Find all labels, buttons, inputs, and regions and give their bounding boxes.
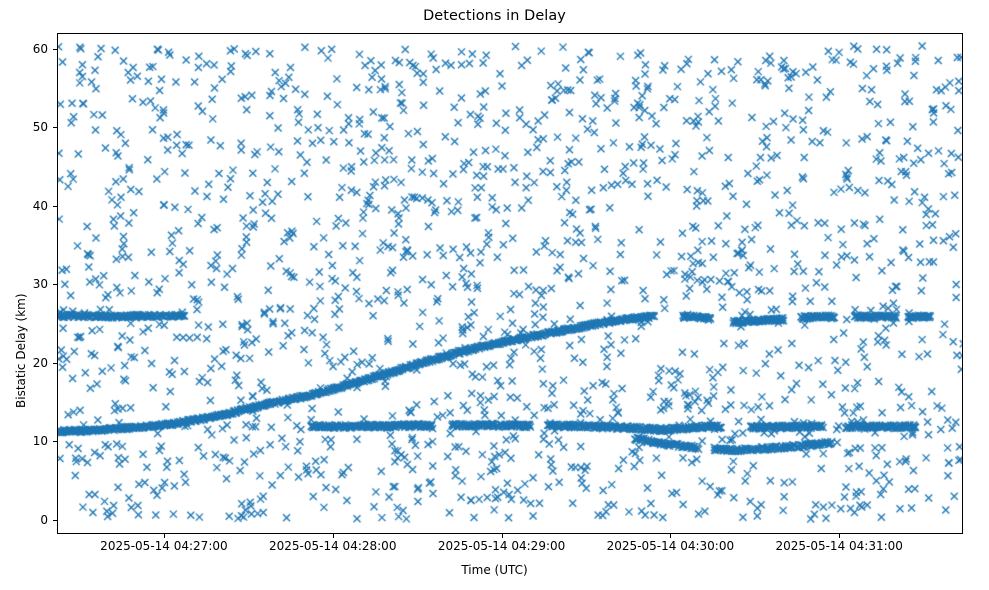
x-axis-label: Time (UTC) [461, 563, 528, 577]
x-tick-label: 2025-05-14 04:31:00 [775, 539, 903, 553]
y-tick-label: 50 [32, 120, 48, 135]
x-tick-mark [163, 534, 165, 538]
x-tick-label: 2025-05-14 04:28:00 [269, 539, 397, 553]
y-tick-label: 40 [32, 198, 48, 213]
y-axis-tick-labels: 0 10 20 30 40 50 60 [0, 0, 48, 590]
x-tick-mark [501, 534, 503, 538]
x-tick-mark [839, 534, 841, 538]
x-tick-mark [670, 534, 672, 538]
y-tick-mark [53, 284, 57, 286]
scatter-plot-canvas [58, 34, 962, 533]
y-tick-label: 20 [32, 355, 48, 370]
y-tick-mark [53, 48, 57, 50]
plot-axes [57, 33, 963, 534]
y-tick-mark [53, 362, 57, 364]
chart-title: Detections in Delay [423, 8, 566, 24]
x-tick-label: 2025-05-14 04:27:00 [100, 539, 228, 553]
y-tick-label: 10 [32, 434, 48, 449]
x-tick-mark [332, 534, 334, 538]
y-tick-mark [53, 205, 57, 207]
y-tick-label: 60 [32, 41, 48, 56]
y-tick-label: 30 [32, 277, 48, 292]
x-tick-label: 2025-05-14 04:29:00 [437, 539, 566, 553]
y-tick-mark [53, 127, 57, 129]
y-tick-label: 0 [40, 512, 48, 527]
y-tick-mark [53, 519, 57, 521]
x-tick-label: 2025-05-14 04:30:00 [606, 539, 735, 553]
y-tick-mark [53, 441, 57, 443]
